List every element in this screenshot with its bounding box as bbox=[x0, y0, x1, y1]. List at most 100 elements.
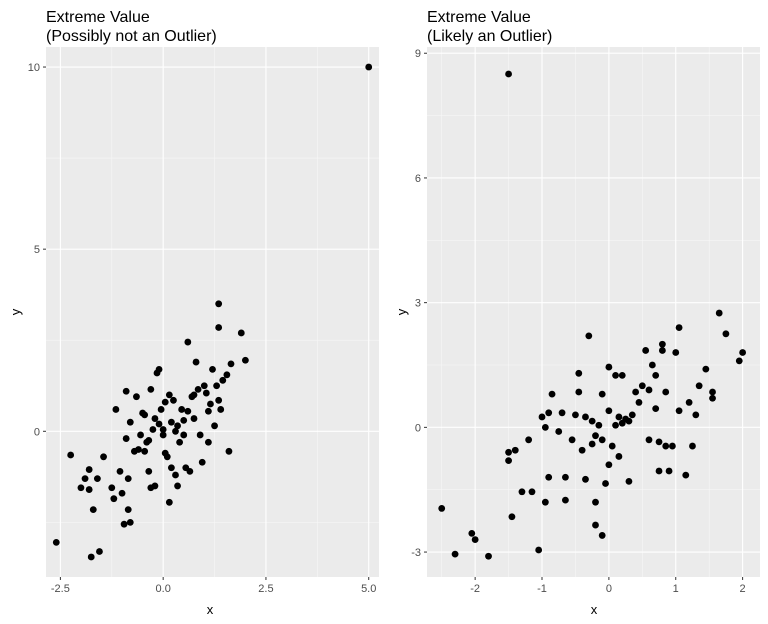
right-data-point bbox=[575, 369, 583, 377]
right-y-tick-label: 9 bbox=[415, 48, 421, 60]
right-data-point bbox=[665, 467, 673, 475]
right-data-point bbox=[675, 324, 683, 331]
right-data-point bbox=[562, 473, 569, 481]
left-data-point bbox=[145, 437, 153, 444]
left-data-point bbox=[192, 358, 200, 366]
left-data-point bbox=[145, 467, 153, 475]
left-data-point bbox=[161, 398, 169, 406]
right-data-point bbox=[658, 347, 666, 354]
left-data-point bbox=[159, 431, 167, 439]
left-data-point bbox=[96, 548, 103, 555]
left-chart-title-line1: Extreme Value bbox=[46, 9, 150, 26]
left-data-point bbox=[122, 435, 130, 442]
right-data-point bbox=[505, 70, 512, 78]
right-x-ticks: -2 -1 0 1 2 bbox=[470, 577, 746, 595]
left-x-ticks: -2.5 0.0 2.5 5.0 bbox=[51, 577, 376, 595]
left-data-point bbox=[155, 420, 163, 428]
left-x-tick-label: 2.5 bbox=[258, 583, 273, 595]
right-data-point bbox=[572, 411, 579, 419]
right-data-point bbox=[695, 382, 703, 390]
left-data-point bbox=[176, 438, 184, 446]
right-data-point bbox=[739, 349, 747, 356]
right-data-point bbox=[689, 442, 696, 450]
left-data-point bbox=[147, 386, 155, 393]
left-data-point bbox=[215, 300, 223, 308]
right-data-points bbox=[438, 70, 747, 560]
left-chart-title-line2: (Possibly not an Outlier) bbox=[46, 28, 217, 45]
left-data-point bbox=[149, 426, 157, 433]
left-data-point bbox=[165, 391, 173, 399]
left-data-point bbox=[163, 453, 171, 461]
left-data-point bbox=[89, 506, 97, 514]
left-data-point bbox=[207, 400, 214, 408]
right-data-point bbox=[471, 536, 479, 543]
left-chart: Extreme Value (Possibly not an Outlier) … bbox=[8, 9, 379, 617]
right-data-point bbox=[568, 436, 576, 444]
right-data-point bbox=[652, 405, 660, 413]
left-data-point bbox=[135, 446, 142, 453]
right-data-point bbox=[602, 480, 609, 487]
left-data-point bbox=[151, 415, 159, 422]
left-data-point bbox=[141, 411, 149, 419]
right-data-point bbox=[545, 473, 553, 481]
left-x-tick-label: 5.0 bbox=[361, 583, 376, 595]
left-data-point bbox=[110, 495, 118, 503]
right-data-point bbox=[525, 436, 533, 444]
right-data-point bbox=[715, 309, 723, 317]
left-data-point bbox=[81, 475, 89, 483]
left-data-point bbox=[124, 506, 132, 514]
left-data-point bbox=[85, 466, 93, 473]
left-data-point bbox=[174, 482, 181, 490]
left-data-point bbox=[124, 475, 132, 483]
left-data-point bbox=[100, 453, 107, 461]
right-data-point bbox=[702, 365, 710, 373]
left-data-point bbox=[227, 360, 235, 368]
right-data-point bbox=[645, 386, 653, 394]
left-data-point bbox=[167, 418, 175, 426]
right-x-tick-label: -1 bbox=[537, 583, 547, 595]
right-data-point bbox=[505, 448, 512, 456]
right-data-point bbox=[598, 436, 606, 444]
left-data-point bbox=[198, 458, 206, 466]
right-chart-title-line1: Extreme Value bbox=[427, 9, 531, 26]
right-data-point bbox=[735, 357, 743, 365]
right-x-tick-label: 1 bbox=[673, 583, 679, 595]
right-data-point bbox=[558, 409, 566, 417]
left-data-point bbox=[211, 422, 218, 430]
left-data-point bbox=[217, 406, 225, 413]
left-plot-panel bbox=[46, 47, 379, 577]
left-data-point bbox=[190, 415, 198, 422]
left-data-point bbox=[186, 467, 194, 475]
right-data-point bbox=[438, 505, 446, 512]
left-data-point bbox=[174, 422, 181, 430]
left-x-axis-title: x bbox=[207, 602, 214, 617]
right-data-point bbox=[675, 407, 683, 415]
left-data-point bbox=[67, 451, 75, 459]
left-data-point bbox=[172, 427, 179, 435]
right-data-point bbox=[655, 467, 663, 475]
left-data-point bbox=[172, 471, 179, 479]
right-data-point bbox=[585, 332, 593, 340]
left-x-tick-label: -2.5 bbox=[51, 583, 70, 595]
left-data-point bbox=[141, 447, 149, 455]
right-data-point bbox=[612, 421, 619, 429]
right-x-tick-label: -2 bbox=[470, 583, 480, 595]
right-data-point bbox=[638, 382, 646, 390]
left-data-point bbox=[167, 464, 175, 472]
left-data-point bbox=[151, 482, 159, 490]
right-chart-title-line2: (Likely an Outlier) bbox=[427, 28, 552, 45]
right-data-point bbox=[592, 521, 599, 529]
right-data-point bbox=[555, 428, 563, 435]
right-data-point bbox=[669, 442, 676, 450]
right-x-tick-label: 2 bbox=[740, 583, 746, 595]
right-data-point bbox=[615, 453, 623, 460]
right-data-point bbox=[518, 488, 526, 496]
left-data-point bbox=[85, 486, 93, 493]
right-chart: Extreme Value (Likely an Outlier) -2 -1 0 1… bbox=[394, 9, 760, 617]
left-data-point bbox=[118, 489, 126, 497]
right-y-tick-label: 6 bbox=[415, 173, 421, 185]
right-plot-panel bbox=[427, 47, 760, 577]
left-data-point bbox=[215, 324, 223, 331]
right-data-point bbox=[625, 477, 633, 485]
left-data-point bbox=[223, 371, 231, 379]
